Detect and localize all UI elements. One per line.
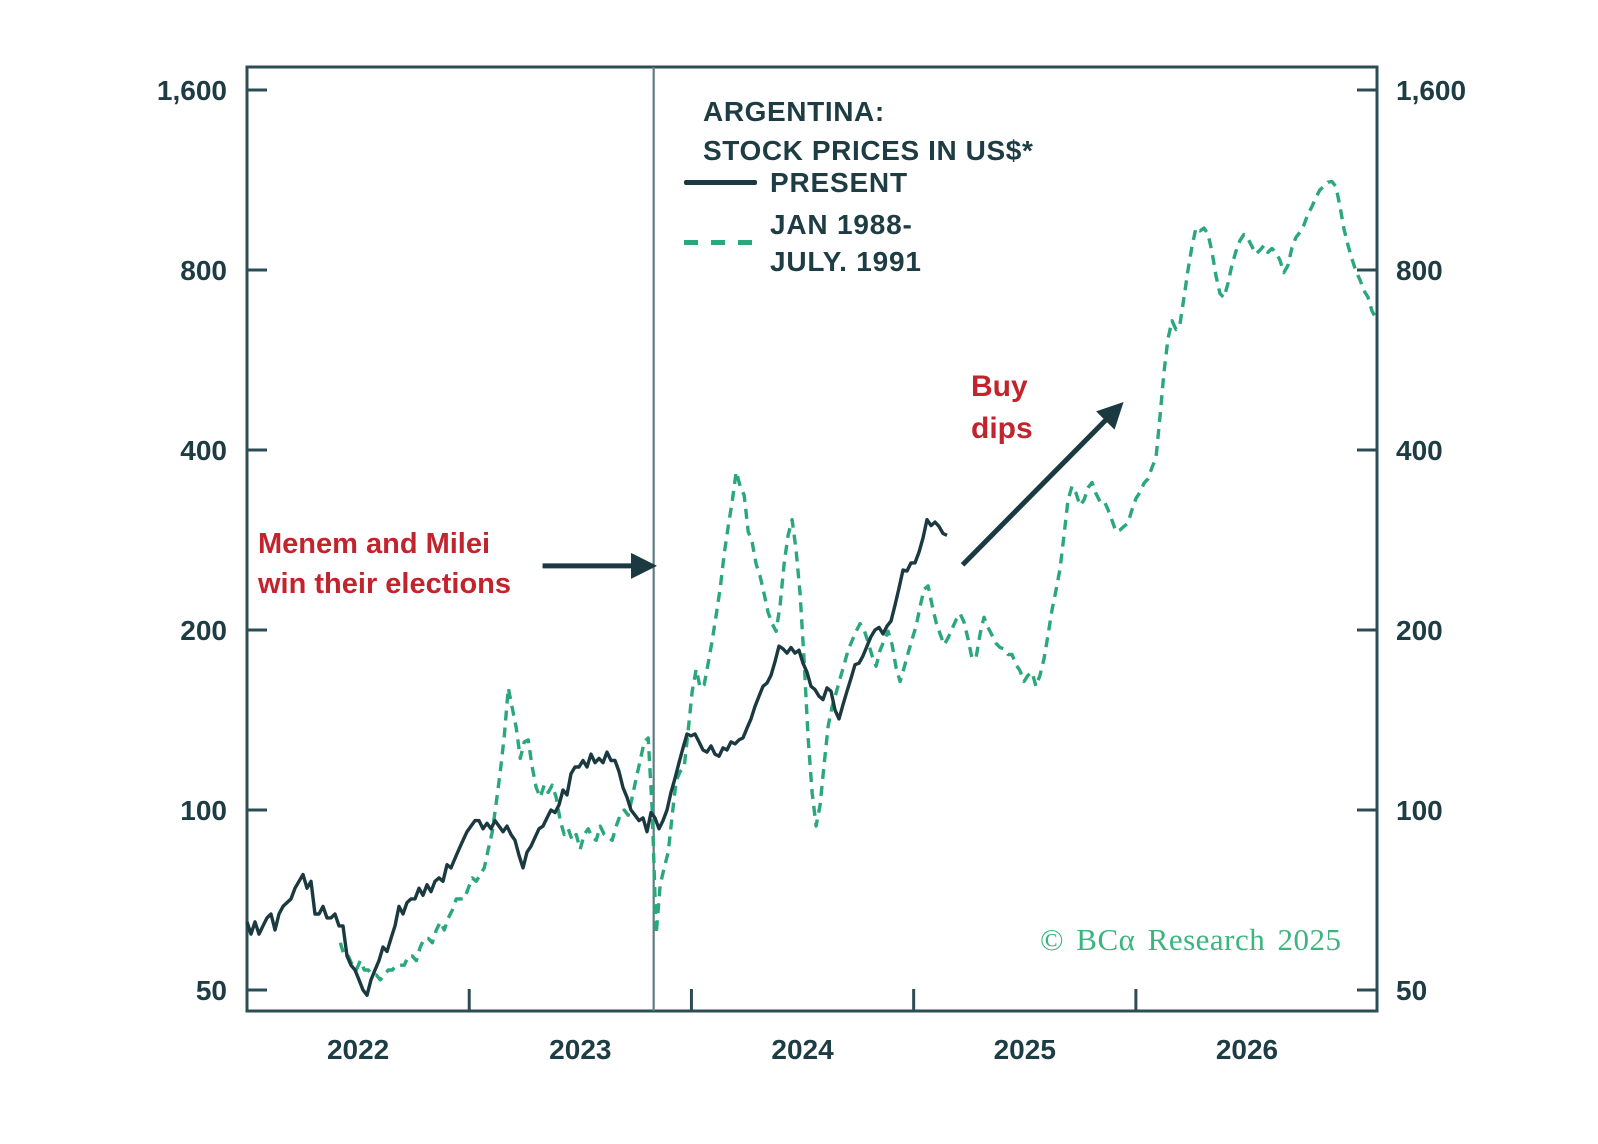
chart-title-line-2: STOCK PRICES IN US$* xyxy=(703,135,1034,166)
chart-title-line-1: ARGENTINA: xyxy=(703,96,885,127)
y-label-right-1600: 1,600 xyxy=(1396,75,1466,106)
y-label-left-200: 200 xyxy=(180,615,227,646)
election-annotation: Menem and Milei win their elections xyxy=(258,524,511,604)
legend-label-1988-line-1: JAN 1988- xyxy=(770,209,913,240)
y-label-left-50: 50 xyxy=(196,975,227,1006)
legend-label-present: PRESENT xyxy=(770,167,908,198)
y-label-right-100: 100 xyxy=(1396,795,1443,826)
y-label-right-50: 50 xyxy=(1396,975,1427,1006)
y-label-right-200: 200 xyxy=(1396,615,1443,646)
plot-border xyxy=(245,65,1379,1013)
x-label-2022: 2022 xyxy=(327,1034,389,1065)
y-label-left-1600: 1,600 xyxy=(157,75,227,106)
x-label-2026: 2026 xyxy=(1216,1034,1278,1065)
buy-dips-annotation-line-1: Buy xyxy=(971,370,1028,403)
legend-label-1988-line-2: JULY. 1991 xyxy=(770,246,922,277)
present-line-swatch xyxy=(684,180,757,185)
buy-dips-arrow xyxy=(960,402,1124,567)
series-present-line xyxy=(245,517,948,997)
election-annotation-line-2: win their elections xyxy=(258,568,511,600)
y-label-right-800: 800 xyxy=(1396,255,1443,286)
buy-dips-annotation-line-2: dips xyxy=(971,412,1033,445)
y-label-left-800: 800 xyxy=(180,255,227,286)
dashed-line-swatch xyxy=(684,240,762,245)
chart-title: ARGENTINA: STOCK PRICES IN US$* xyxy=(703,92,1033,170)
election-annotation-line-1: Menem and Milei xyxy=(258,528,491,560)
bca-research-copyright: © BCα Research 2025 xyxy=(1040,922,1342,957)
y-label-left-100: 100 xyxy=(180,795,227,826)
series-jan1988-july1991-line xyxy=(338,179,1378,982)
y-label-right-400: 400 xyxy=(1396,435,1443,466)
x-label-2024: 2024 xyxy=(771,1034,834,1065)
buy-dips-annotation: Buy dips xyxy=(971,366,1033,450)
x-label-2025: 2025 xyxy=(994,1034,1056,1065)
y-label-left-400: 400 xyxy=(180,435,227,466)
legend-label-1988: JAN 1988- JULY. 1991 xyxy=(770,206,922,280)
x-label-2023: 2023 xyxy=(549,1034,611,1065)
